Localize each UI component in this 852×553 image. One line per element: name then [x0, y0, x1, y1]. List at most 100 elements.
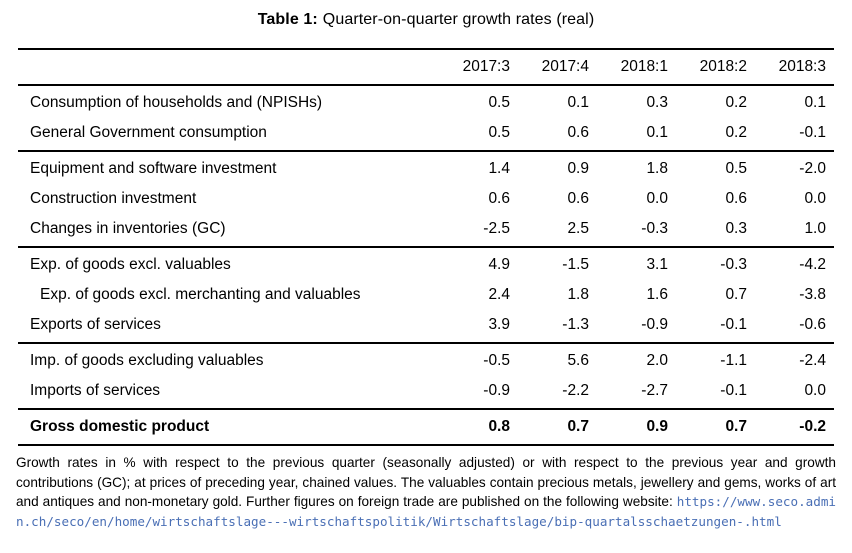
group-divider-rule — [18, 342, 834, 344]
row-value: 0.5 — [725, 160, 747, 177]
table-row: Consumption of households and (NPISHs) 0… — [18, 88, 834, 118]
column-header: 2017:4 — [541, 58, 589, 75]
row-value: 0.1 — [646, 124, 668, 141]
row-value: 0.7 — [725, 418, 747, 435]
row-label: Exp. of goods excl. valuables — [30, 256, 231, 273]
row-label-indented: Exp. of goods excl. merchanting and valu… — [40, 286, 361, 303]
row-value: -2.5 — [483, 220, 510, 237]
row-value: 0.6 — [725, 190, 747, 207]
row-value: 0.9 — [646, 418, 668, 435]
row-value: -2.7 — [641, 382, 668, 399]
row-value: -2.4 — [799, 352, 826, 369]
table-row: Changes in inventories (GC) -2.5 2.5 -0.… — [18, 214, 834, 244]
row-value: -2.2 — [562, 382, 589, 399]
row-value: 0.5 — [488, 94, 510, 111]
row-value: 3.9 — [488, 316, 510, 333]
row-value: 0.2 — [725, 124, 747, 141]
table-row: Exports of services 3.9 -1.3 -0.9 -0.1 -… — [18, 310, 834, 340]
table-bottom-rule — [18, 444, 834, 446]
table-row: Construction investment 0.6 0.6 0.0 0.6 … — [18, 184, 834, 214]
row-value: 0.3 — [646, 94, 668, 111]
table-row: Exp. of goods excl. merchanting and valu… — [18, 280, 834, 310]
exports-group: Exp. of goods excl. valuables 4.9 -1.5 3… — [18, 248, 834, 342]
row-value: 0.9 — [567, 160, 589, 177]
row-value: -0.1 — [720, 382, 747, 399]
row-value: 1.0 — [804, 220, 826, 237]
table-row: Exp. of goods excl. valuables 4.9 -1.5 3… — [18, 250, 834, 280]
growth-rates-table: 2017:3 2017:4 2018:1 2018:2 2018:3 Consu… — [18, 48, 834, 446]
table-top-rule — [18, 48, 834, 50]
table-row: Imp. of goods excluding valuables -0.5 5… — [18, 346, 834, 376]
column-header: 2018:3 — [778, 58, 826, 75]
row-value: -1.5 — [562, 256, 589, 273]
gdp-group: Gross domestic product 0.8 0.7 0.9 0.7 -… — [18, 410, 834, 444]
footnote-text: Growth rates in % with respect to the pr… — [16, 455, 836, 509]
row-label: Consumption of households and (NPISHs) — [30, 94, 323, 111]
row-value: 2.4 — [488, 286, 510, 303]
row-value: 0.7 — [567, 418, 589, 435]
row-label: Imports of services — [30, 382, 161, 399]
consumption-group: Consumption of households and (NPISHs) 0… — [18, 86, 834, 150]
investment-group: Equipment and software investment 1.4 0.… — [18, 152, 834, 246]
row-value: 0.0 — [646, 190, 668, 207]
row-value: -0.5 — [483, 352, 510, 369]
column-header: 2018:1 — [620, 58, 668, 75]
row-value: 0.6 — [488, 190, 510, 207]
row-value: -0.1 — [720, 316, 747, 333]
row-value: 0.0 — [804, 190, 826, 207]
row-value: -1.3 — [562, 316, 589, 333]
row-value: 2.5 — [567, 220, 589, 237]
footnote-link[interactable]: https://www.seco.admin.ch/seco/en/home/w… — [16, 494, 836, 529]
row-value: -3.8 — [799, 286, 826, 303]
row-value: -0.3 — [720, 256, 747, 273]
row-value: -0.2 — [799, 418, 826, 435]
row-value: -0.3 — [641, 220, 668, 237]
row-value: 0.0 — [804, 382, 826, 399]
row-value: -1.1 — [720, 352, 747, 369]
row-value: 4.9 — [488, 256, 510, 273]
table-caption: Table 1: Quarter-on-quarter growth rates … — [0, 0, 852, 29]
row-value: -0.9 — [483, 382, 510, 399]
column-header: 2018:2 — [699, 58, 747, 75]
row-value: 1.4 — [488, 160, 510, 177]
table-header-row: 2017:3 2017:4 2018:1 2018:2 2018:3 — [18, 50, 834, 84]
row-value: -0.1 — [799, 124, 826, 141]
row-value: 0.5 — [488, 124, 510, 141]
table-row: Imports of services -0.9 -2.2 -2.7 -0.1 … — [18, 376, 834, 406]
table-row: Equipment and software investment 1.4 0.… — [18, 154, 834, 184]
row-value: 2.0 — [646, 352, 668, 369]
row-value: 0.6 — [567, 190, 589, 207]
table-caption-title: Quarter-on-quarter growth rates (real) — [322, 11, 595, 28]
row-value: 1.8 — [567, 286, 589, 303]
group-divider-rule — [18, 408, 834, 410]
table-footnote: Growth rates in % with respect to the pr… — [16, 453, 836, 531]
header-bottom-rule — [18, 84, 834, 86]
row-value: -0.9 — [641, 316, 668, 333]
group-divider-rule — [18, 246, 834, 248]
column-header: 2017:3 — [462, 58, 510, 75]
row-value: 0.3 — [725, 220, 747, 237]
row-value: 0.8 — [488, 418, 510, 435]
row-value: 0.1 — [804, 94, 826, 111]
row-label: Exports of services — [30, 316, 161, 333]
row-value: 0.7 — [725, 286, 747, 303]
row-value: -2.0 — [799, 160, 826, 177]
row-label: Equipment and software investment — [30, 160, 277, 177]
row-value: -0.6 — [799, 316, 826, 333]
row-label: Gross domestic product — [30, 418, 210, 435]
row-value: 3.1 — [646, 256, 668, 273]
row-label: Construction investment — [30, 190, 197, 207]
row-value: 1.8 — [646, 160, 668, 177]
row-value: 0.6 — [567, 124, 589, 141]
row-value: 0.2 — [725, 94, 747, 111]
table-caption-number: Table 1: — [257, 11, 318, 28]
row-value: -4.2 — [799, 256, 826, 273]
row-label: Imp. of goods excluding valuables — [30, 352, 264, 369]
gdp-row: Gross domestic product 0.8 0.7 0.9 0.7 -… — [18, 412, 834, 442]
table-row: General Government consumption 0.5 0.6 0… — [18, 118, 834, 148]
row-value: 5.6 — [567, 352, 589, 369]
row-label: Changes in inventories (GC) — [30, 220, 226, 237]
imports-group: Imp. of goods excluding valuables -0.5 5… — [18, 344, 834, 408]
group-divider-rule — [18, 150, 834, 152]
